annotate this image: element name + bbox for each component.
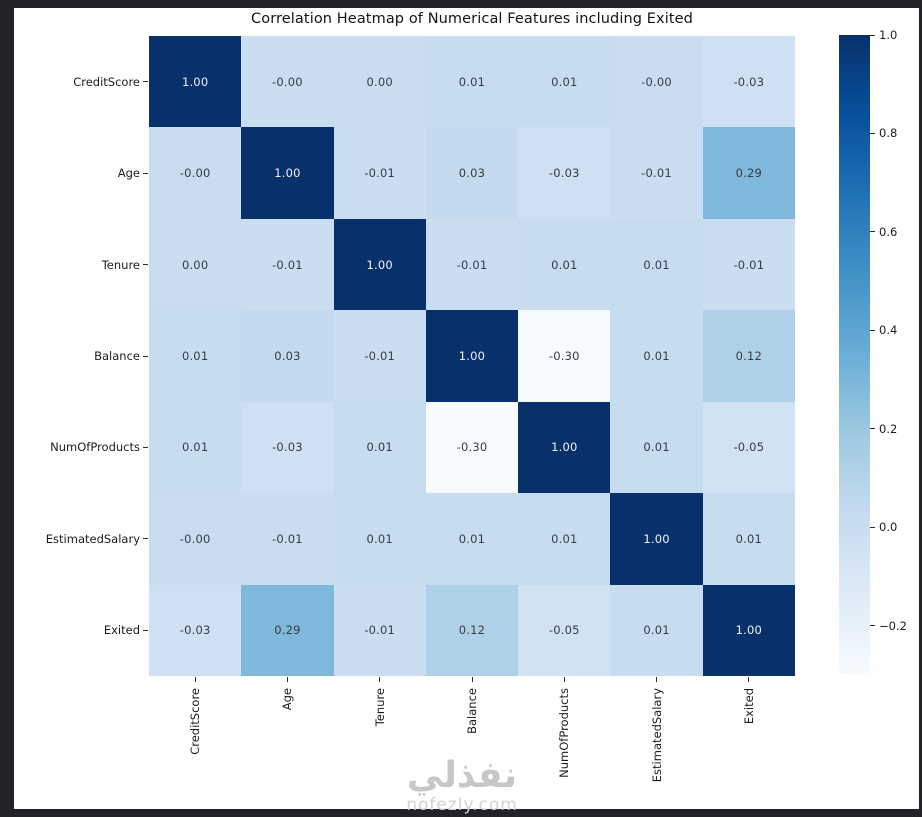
y-axis-tick	[143, 81, 148, 83]
heatmap-cell: -0.01	[610, 127, 703, 219]
heatmap-cell: 1.00	[241, 127, 334, 219]
y-axis-tick	[143, 538, 148, 540]
heatmap-cell: 0.29	[702, 127, 795, 219]
heatmap-cell: 0.01	[518, 218, 611, 311]
x-axis-tick	[748, 677, 750, 682]
heatmap-cell: -0.30	[518, 310, 611, 402]
heatmap-cell: -0.30	[425, 401, 519, 494]
heatmap-cell: 0.12	[425, 584, 519, 676]
watermark: نفذلي nofezly.com	[406, 755, 518, 815]
heatmap-cell: -0.01	[241, 493, 334, 585]
colorbar-tick-label: −0.2	[879, 618, 907, 633]
heatmap-cell: 0.01	[610, 310, 703, 402]
y-axis-label: Balance	[94, 349, 140, 363]
heatmap-cell: -0.00	[610, 36, 703, 128]
colorbar-tick	[870, 428, 875, 430]
y-axis-label: Age	[117, 166, 140, 181]
heatmap-cell: 1.00	[333, 218, 426, 311]
y-axis-tick	[143, 172, 148, 174]
heatmap-cell: 0.01	[333, 401, 426, 494]
heatmap-cell: 1.00	[149, 36, 242, 128]
heatmap-cell: 0.01	[425, 36, 519, 128]
colorbar-tick-label: 0.6	[879, 224, 898, 239]
colorbar-tick	[870, 231, 875, 233]
heatmap-cell: -0.01	[333, 310, 426, 402]
heatmap-cell: -0.00	[241, 36, 334, 128]
colorbar-tick-label: 1.0	[879, 28, 898, 42]
x-axis-tick	[563, 677, 565, 682]
heatmap-cell: -0.01	[702, 218, 795, 311]
colorbar-tick	[870, 625, 875, 627]
x-axis-label: Balance	[465, 688, 479, 734]
x-axis-label: Age	[280, 688, 295, 711]
x-axis-label: Tenure	[372, 688, 387, 727]
y-axis-tick	[143, 355, 148, 357]
heatmap-cell: 0.03	[425, 127, 519, 219]
heatmap-cell: 0.01	[518, 36, 611, 128]
colorbar-tick-label: 0.0	[879, 520, 898, 535]
colorbar-tick	[870, 34, 875, 36]
heatmap-cell: 1.00	[425, 310, 519, 402]
heatmap-cell: 0.01	[149, 310, 242, 402]
heatmap-cell: -0.03	[149, 584, 242, 676]
heatmap-cell: 1.00	[610, 493, 703, 585]
chart-title: Correlation Heatmap of Numerical Feature…	[251, 11, 693, 27]
heatmap-cell: -0.05	[518, 584, 611, 676]
watermark-domain-text: nofezly.com	[406, 795, 518, 815]
heatmap-cell: 0.00	[333, 36, 426, 128]
x-axis-tick	[194, 677, 196, 682]
heatmap-cell: 1.00	[518, 401, 611, 494]
heatmap-cell: 0.01	[149, 401, 242, 494]
colorbar	[839, 35, 870, 675]
colorbar-tick-label: 0.8	[879, 126, 898, 141]
heatmap-cell: 0.00	[149, 218, 242, 311]
y-axis-label: Tenure	[101, 257, 140, 272]
heatmap-cell: 0.01	[610, 218, 703, 311]
heatmap-cell: -0.00	[149, 127, 242, 219]
x-axis-label: Exited	[741, 688, 756, 725]
heatmap-cell: -0.01	[333, 127, 426, 219]
heatmap-cell: -0.01	[333, 584, 426, 676]
colorbar-tick	[870, 526, 875, 528]
figure-canvas: Correlation Heatmap of Numerical Feature…	[14, 8, 919, 814]
x-axis-label: EstimatedSalary	[649, 688, 664, 783]
x-axis-label: NumOfProducts	[557, 688, 572, 778]
heatmap-cell: -0.01	[241, 218, 334, 311]
y-axis-label: EstimatedSalary	[45, 531, 140, 546]
heatmap-cell: 0.01	[333, 493, 426, 585]
colorbar-tick-label: 0.4	[879, 323, 898, 338]
y-axis-label: Exited	[103, 623, 140, 638]
heatmap-cell: -0.03	[702, 36, 795, 128]
heatmap-cell: 0.01	[610, 401, 703, 494]
x-axis-tick	[379, 677, 381, 682]
y-axis-label: NumOfProducts	[50, 440, 140, 455]
watermark-arabic-text: نفذلي	[406, 755, 518, 796]
y-axis-tick	[143, 264, 148, 266]
x-axis-label: CreditScore	[188, 688, 203, 755]
heatmap-cell: 0.12	[702, 310, 795, 402]
x-axis-tick	[286, 677, 288, 682]
x-axis-tick	[471, 677, 473, 682]
heatmap-cell: 1.00	[702, 584, 795, 676]
heatmap-cell: 0.01	[702, 493, 795, 585]
heatmap-cell: -0.05	[702, 401, 795, 494]
heatmap-cell: -0.03	[241, 401, 334, 494]
colorbar-tick	[870, 329, 875, 331]
colorbar-tick	[870, 132, 875, 134]
heatmap-cell: 0.29	[241, 584, 334, 676]
heatmap-cell: -0.03	[518, 127, 611, 219]
colorbar-tick-label: 0.2	[879, 421, 898, 436]
y-axis-tick	[143, 629, 148, 631]
heatmap-cell: -0.01	[425, 218, 519, 311]
heatmap-cell: -0.00	[149, 493, 242, 585]
heatmap-cell: 0.01	[425, 493, 519, 585]
heatmap-cell: 0.01	[610, 584, 703, 676]
x-axis-tick	[656, 677, 658, 682]
y-axis-tick	[143, 446, 148, 448]
heatmap-cell: 0.03	[241, 310, 334, 402]
heatmap-cell: 0.01	[518, 493, 611, 585]
y-axis-label: CreditScore	[73, 74, 140, 89]
heatmap-grid: 1.00 -0.00 0.00 0.01 0.01 -0.00 -0.03 -0.00 1.00…	[149, 36, 795, 676]
